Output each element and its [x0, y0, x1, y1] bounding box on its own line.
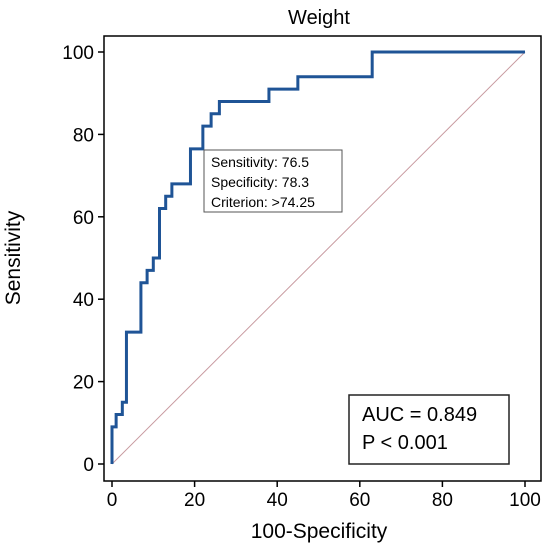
x-axis-ticks: 0 20 40 60 80 100: [107, 481, 541, 511]
x-tick-label: 20: [184, 490, 205, 511]
x-tick-label: 40: [267, 490, 288, 511]
plot-border: [103, 35, 542, 482]
plot-frame: [103, 35, 542, 482]
y-tick-label: 60: [73, 208, 94, 229]
y-axis-title: Sensitivity: [2, 210, 25, 305]
x-tick-label: 0: [107, 490, 118, 511]
x-tick-label: 100: [509, 490, 541, 511]
y-tick-label: 20: [73, 373, 94, 394]
y-tick-label: 100: [62, 43, 94, 64]
auc-value: AUC = 0.849: [362, 404, 477, 426]
x-tick-label: 80: [432, 490, 453, 511]
stats-box: AUC = 0.849 P < 0.001: [348, 394, 510, 465]
annotation-specificity: Specificity: 78.3: [211, 174, 309, 190]
y-tick-label: 80: [73, 125, 94, 146]
annotation-criterion: Criterion: >74.25: [211, 194, 315, 210]
annotation-sensitivity: Sensitivity: 76.5: [211, 154, 309, 170]
y-tick-label: 0: [83, 455, 94, 476]
roc-curve: [110, 50, 525, 464]
criterion-annotation: Sensitivity: 76.5 Specificity: 78.3 Crit…: [203, 149, 343, 213]
x-axis-title: 100-Specificity: [251, 520, 388, 543]
stats-box-frame: [348, 394, 510, 465]
series-layer: [110, 50, 526, 465]
criterion-annotation-box: [203, 149, 343, 213]
reference-line: [111, 51, 526, 465]
x-tick-label: 60: [349, 490, 370, 511]
y-tick-label: 40: [73, 290, 94, 311]
p-value: P < 0.001: [362, 432, 448, 454]
y-axis-ticks: 0 20 40 60 80 100: [62, 43, 104, 476]
chart-title: Weight: [288, 7, 350, 29]
